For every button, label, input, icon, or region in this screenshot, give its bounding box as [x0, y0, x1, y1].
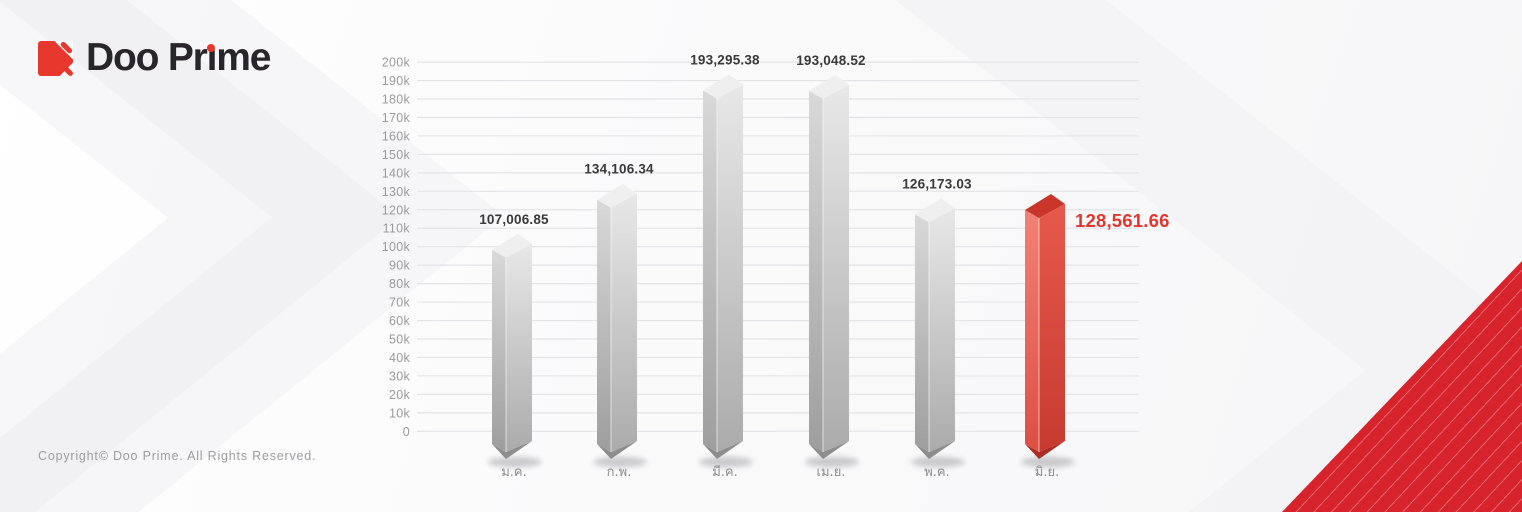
- bar-right-face: [929, 208, 955, 452]
- bar-top-face: [492, 233, 532, 258]
- y-axis-tick-label: 150k: [382, 148, 411, 162]
- bar-value-label-highlight: 128,561.66: [1075, 210, 1170, 231]
- y-axis-tick-label: 140k: [382, 166, 411, 180]
- bar-bottom-face: [703, 441, 743, 459]
- bar-shadow: [488, 456, 542, 468]
- bar-column: [1021, 193, 1075, 468]
- y-axis-tick-label: 50k: [389, 333, 411, 347]
- x-axis-month-label: มิ.ย.: [1035, 465, 1059, 480]
- logo-text-post: me: [216, 36, 271, 79]
- bar-shadow: [1021, 456, 1075, 468]
- bar-top-face: [1025, 193, 1065, 218]
- x-axis-month-label: ก.พ.: [607, 465, 632, 480]
- bar-column: [911, 198, 965, 468]
- y-axis-tick-label: 180k: [382, 93, 411, 107]
- y-axis-tick-label: 110k: [383, 222, 411, 236]
- bar-shadow: [911, 456, 965, 468]
- bar-left-face: [915, 214, 929, 452]
- bar-column: [593, 183, 647, 468]
- logo-i-dot: [207, 44, 216, 52]
- y-axis-tick-label: 40k: [389, 351, 411, 365]
- bar-left-face: [809, 90, 823, 452]
- bar-left-face: [492, 249, 506, 452]
- x-axis-month-label: พ.ค.: [924, 465, 950, 480]
- bar-left-face: [1025, 209, 1039, 452]
- y-axis-tick-label: 10k: [389, 406, 411, 420]
- bar-left-face: [703, 90, 717, 452]
- x-axis-month-label: ม.ค.: [501, 465, 527, 480]
- bar-value-label: 107,006.85: [479, 212, 549, 227]
- y-axis-tick-label: 80k: [389, 277, 411, 291]
- x-axis-month-label: มี.ค.: [712, 464, 738, 480]
- bar-bottom-face: [915, 441, 955, 459]
- bar-top-face: [915, 198, 955, 223]
- y-axis-tick-label: 20k: [389, 388, 411, 402]
- bar-left-face: [597, 199, 611, 452]
- y-axis-tick-label: 90k: [389, 259, 411, 273]
- x-axis-month-label: เม.ย.: [817, 465, 846, 480]
- bar-top-face: [703, 74, 743, 99]
- y-axis-tick-label: 200k: [382, 56, 411, 70]
- bar-top-face: [597, 183, 637, 208]
- y-axis-tick-label: 0: [403, 425, 410, 439]
- bar-right-face: [823, 84, 849, 452]
- y-axis-tick-label: 100k: [382, 240, 411, 254]
- y-axis-tick-label: 120k: [382, 203, 411, 217]
- y-axis-tick-label: 60k: [389, 314, 411, 328]
- y-axis-tick-label: 160k: [382, 129, 411, 143]
- bar-value-label: 193,295.38: [690, 52, 760, 67]
- y-axis-tick-label: 30k: [389, 369, 411, 383]
- copyright-text: Copyright© Doo Prime. All Rights Reserve…: [38, 449, 317, 463]
- bar-bottom-face: [492, 441, 532, 459]
- y-axis-tick-label: 190k: [382, 74, 411, 88]
- bar-shadow: [593, 456, 647, 468]
- background-chevron-left-inner: [0, 0, 400, 512]
- bar-value-label: 134,106.34: [584, 162, 654, 177]
- bar-top-face: [809, 74, 849, 99]
- bar-bottom-face: [597, 441, 637, 459]
- logo-text: Doo Prı me: [86, 36, 271, 79]
- bar-column: [699, 74, 753, 468]
- doo-prime-logo-icon: [38, 40, 73, 76]
- bar-shadow: [805, 456, 859, 468]
- y-axis-tick-label: 170k: [382, 111, 411, 125]
- bar-bottom-face: [1025, 441, 1065, 459]
- bar-column: [488, 233, 542, 468]
- bar-right-face: [1039, 203, 1065, 452]
- doo-prime-logo: Doo Prı me: [38, 36, 271, 79]
- bar-right-face: [717, 84, 743, 452]
- logo-text-i: ı: [206, 36, 218, 79]
- bar-bottom-face: [809, 441, 849, 459]
- bar-right-face: [506, 243, 532, 452]
- bar-value-label: 126,173.03: [902, 176, 972, 191]
- y-axis-tick-label: 70k: [389, 296, 411, 310]
- bar-right-face: [611, 193, 637, 453]
- bar-value-label: 193,048.52: [796, 53, 866, 68]
- bar-shadow: [699, 456, 753, 468]
- y-axis-tick-label: 130k: [382, 185, 411, 199]
- logo-text-pre: Doo Pr: [86, 36, 208, 79]
- bar-column: [805, 74, 859, 468]
